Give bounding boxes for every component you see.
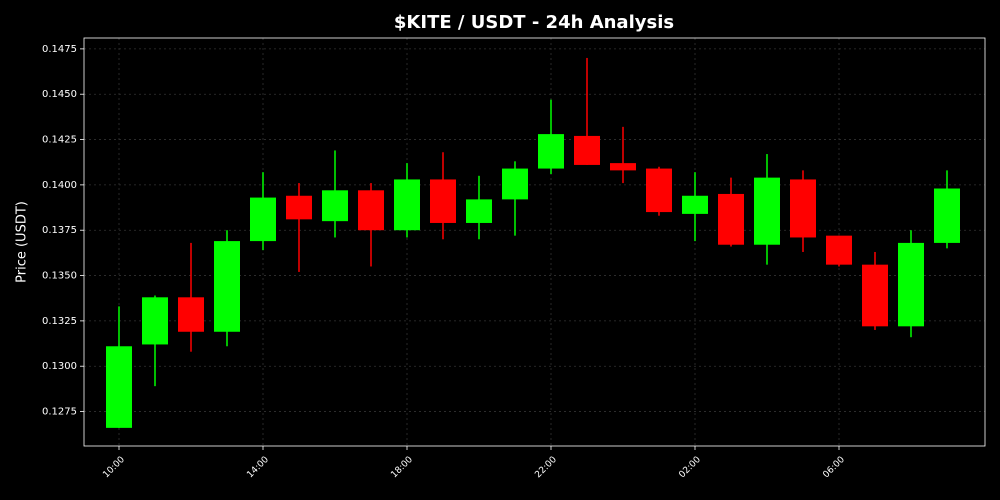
y-axis-label: Price (USDT): [15, 201, 30, 283]
candle-body: [430, 179, 456, 223]
candle-body: [214, 241, 240, 332]
candle-body: [322, 190, 348, 222]
candle-body: [142, 297, 168, 345]
candle-body: [250, 197, 276, 242]
candle-body: [286, 195, 312, 220]
candle-body: [502, 168, 528, 200]
plot-frame: [83, 37, 986, 447]
y-tick-label: 0.1350: [42, 271, 77, 282]
candle-body: [754, 177, 780, 245]
y-tick-label: 0.1400: [42, 180, 77, 191]
candle-body: [574, 135, 600, 165]
y-tick-label: 0.1450: [42, 89, 77, 100]
candle-body: [106, 346, 132, 428]
y-tick-label: 0.1300: [42, 361, 77, 372]
candle-body: [394, 179, 420, 231]
candle-body: [646, 168, 672, 213]
chart-title: $KITE / USDT - 24h Analysis: [394, 12, 674, 33]
y-tick-label: 0.1275: [42, 407, 77, 418]
y-tick-label: 0.1475: [42, 44, 77, 55]
candle-body: [862, 264, 888, 327]
candle-body: [466, 199, 492, 223]
y-tick-label: 0.1425: [42, 135, 77, 146]
candle-body: [178, 297, 204, 332]
candle-body: [682, 195, 708, 214]
y-tick-label: 0.1375: [42, 225, 77, 236]
candle-body: [826, 235, 852, 265]
y-tick-label: 0.1325: [42, 316, 77, 327]
candle-body: [610, 163, 636, 171]
candle-body: [898, 242, 924, 327]
candle-body: [538, 134, 564, 169]
candle-body: [358, 190, 384, 231]
candle-body: [790, 179, 816, 238]
candle-body: [934, 188, 960, 243]
candle-body: [718, 193, 744, 245]
